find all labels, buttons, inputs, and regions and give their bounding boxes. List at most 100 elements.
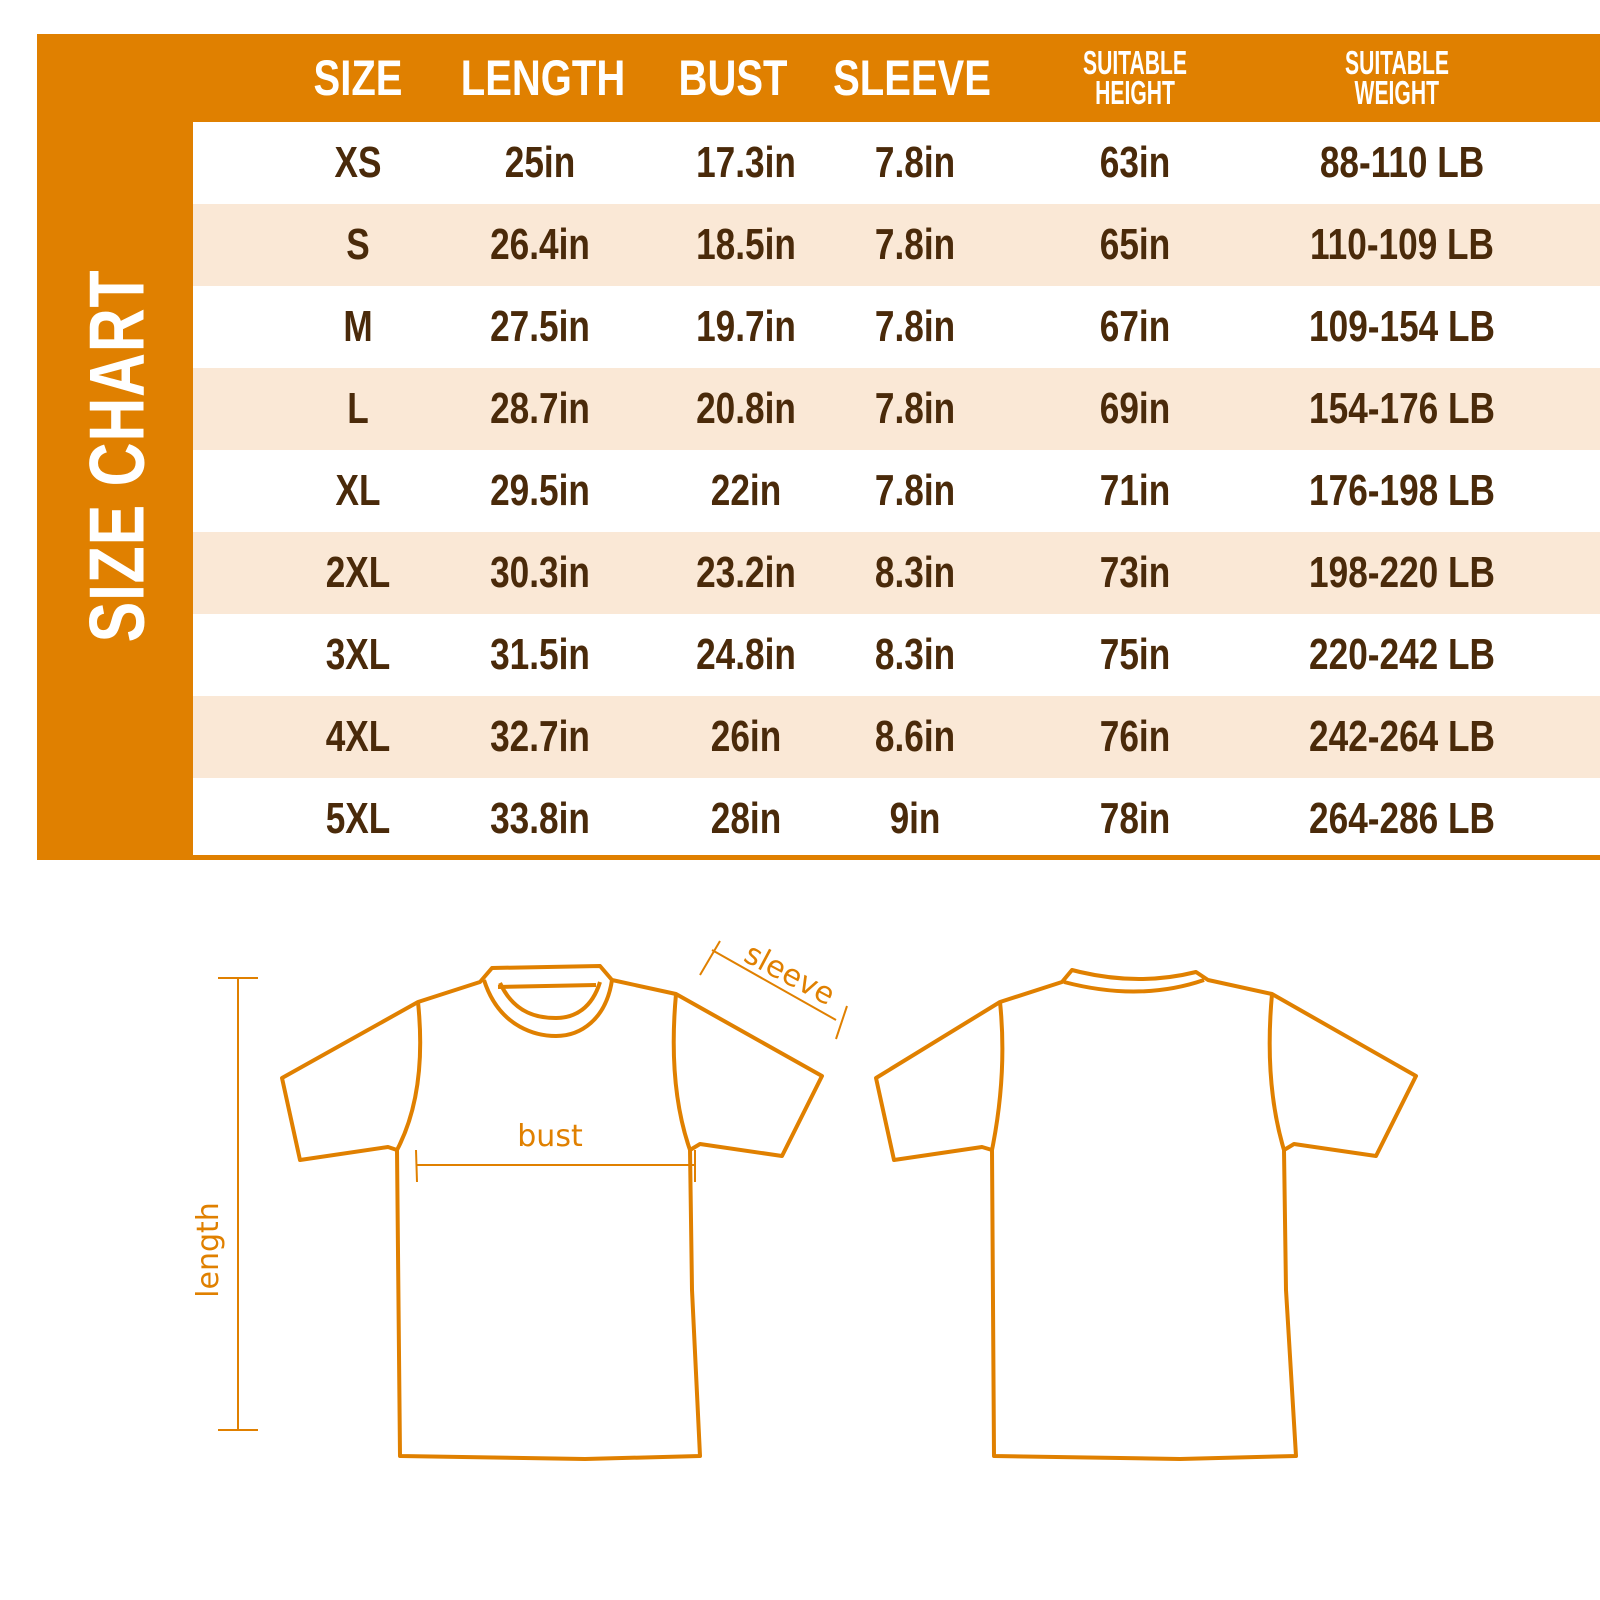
cell-text: 9in	[889, 794, 941, 843]
cell-text: 22in	[710, 466, 782, 515]
cell-text: 8.6in	[874, 712, 956, 761]
cell-text: 78in	[1099, 794, 1171, 843]
cell-sleeve: 7.8in	[865, 286, 965, 368]
cell-size: XL	[330, 450, 386, 532]
cell-size: 5XL	[318, 778, 399, 860]
cell-sleeve: 8.6in	[865, 696, 965, 778]
cell-text: 19.7in	[696, 302, 796, 351]
cell-text: 76in	[1099, 712, 1171, 761]
cell-text: 7.8in	[874, 138, 956, 187]
cell-suitable-height: 63in	[1091, 122, 1179, 204]
cell-size: L	[345, 368, 372, 450]
cell-sleeve: 7.8in	[865, 450, 965, 532]
cell-sleeve: 9in	[883, 778, 947, 860]
cell-text: L	[347, 384, 369, 433]
cell-text: 8.3in	[874, 630, 956, 679]
cell-suitable-height: 69in	[1091, 368, 1179, 450]
cell-length: 33.8in	[478, 778, 603, 860]
table-row: XL 29.5in 22in 7.8in 71in 176-198 LB	[193, 450, 1600, 532]
bust-label: bust	[517, 1119, 583, 1154]
cell-text: 75in	[1099, 630, 1171, 679]
cell-text: 30.3in	[490, 548, 590, 597]
table-row: 3XL 31.5in 24.8in 8.3in 75in 220-242 LB	[193, 614, 1600, 696]
cell-text: 28in	[710, 794, 782, 843]
header-size: SIZE	[313, 50, 403, 106]
cell-text: 69in	[1099, 384, 1171, 433]
cell-size: 4XL	[318, 696, 399, 778]
cell-text: 8.3in	[874, 548, 956, 597]
cell-size: 3XL	[318, 614, 399, 696]
cell-text: XL	[335, 466, 381, 515]
cell-bust: 18.5in	[684, 204, 809, 286]
length-measure-line	[218, 977, 258, 1431]
table-row: 2XL 30.3in 23.2in 8.3in 73in 198-220 LB	[193, 532, 1600, 614]
header-length: LENGTH	[460, 50, 626, 106]
cell-length: 25in	[496, 122, 584, 204]
bust-measure-line	[415, 1149, 696, 1183]
cell-sleeve: 7.8in	[865, 368, 965, 450]
cell-text: 71in	[1099, 466, 1171, 515]
sleeve-label: sleeve	[738, 936, 840, 1012]
table-row: M 27.5in 19.7in 7.8in 67in 109-154 LB	[193, 286, 1600, 368]
cell-text: 29.5in	[490, 466, 590, 515]
cell-suitable-height: 75in	[1091, 614, 1179, 696]
cell-size: M	[340, 286, 377, 368]
cell-text: 264-286 LB	[1309, 794, 1495, 843]
header-sleeve: SLEEVE	[833, 50, 991, 106]
cell-length: 27.5in	[478, 286, 603, 368]
cell-suitable-height: 71in	[1091, 450, 1179, 532]
cell-text: 17.3in	[696, 138, 796, 187]
cell-text: 20.8in	[696, 384, 796, 433]
header-suitable-height: SUITABLE HEIGHT	[1082, 44, 1188, 111]
cell-text: 63in	[1099, 138, 1171, 187]
cell-text: 26.4in	[490, 220, 590, 269]
cell-sleeve: 7.8in	[865, 122, 965, 204]
cell-suitable-weight: 242-264 LB	[1286, 696, 1518, 778]
cell-text: 25in	[504, 138, 576, 187]
cell-suitable-height: 76in	[1091, 696, 1179, 778]
table-bottom-border	[193, 855, 1600, 860]
cell-bust: 17.3in	[684, 122, 809, 204]
cell-text: XS	[334, 138, 382, 187]
cell-text: S	[346, 220, 370, 269]
cell-size: 2XL	[318, 532, 399, 614]
cell-text: 33.8in	[490, 794, 590, 843]
header-suitable-weight: SUITABLE WEIGHT	[1344, 44, 1450, 111]
cell-text: 2XL	[325, 548, 391, 597]
cell-text: 73in	[1099, 548, 1171, 597]
cell-size: XS	[329, 122, 388, 204]
cell-bust: 26in	[702, 696, 790, 778]
cell-bust: 23.2in	[684, 532, 809, 614]
cell-bust: 22in	[702, 450, 790, 532]
cell-length: 32.7in	[478, 696, 603, 778]
cell-suitable-weight: 110-109 LB	[1287, 204, 1517, 286]
cell-text: 154-176 LB	[1309, 384, 1495, 433]
cell-length: 30.3in	[478, 532, 603, 614]
cell-size: S	[343, 204, 372, 286]
front-tshirt-icon	[280, 964, 824, 1461]
header-bust: BUST	[678, 50, 788, 106]
table-row: 5XL 33.8in 28in 9in 78in 264-286 LB	[193, 778, 1600, 860]
cell-bust: 28in	[702, 778, 790, 860]
cell-text: 88-110 LB	[1319, 138, 1485, 187]
cell-suitable-weight: 220-242 LB	[1286, 614, 1518, 696]
cell-suitable-weight: 176-198 LB	[1286, 450, 1518, 532]
cell-suitable-weight: 109-154 LB	[1286, 286, 1518, 368]
cell-text: 23.2in	[696, 548, 796, 597]
tshirt-diagram: length bust sleeve	[191, 936, 1418, 1461]
cell-text: 3XL	[325, 630, 391, 679]
cell-text: 27.5in	[490, 302, 590, 351]
back-tshirt-icon	[874, 968, 1418, 1461]
cell-text: 7.8in	[874, 466, 956, 515]
cell-sleeve: 8.3in	[865, 614, 965, 696]
cell-text: 110-109 LB	[1310, 220, 1494, 269]
cell-suitable-weight: 154-176 LB	[1286, 368, 1518, 450]
cell-bust: 19.7in	[684, 286, 809, 368]
cell-suitable-weight: 88-110 LB	[1299, 122, 1504, 204]
cell-sleeve: 8.3in	[865, 532, 965, 614]
cell-text: 32.7in	[490, 712, 590, 761]
size-table-body: XS 25in 17.3in 7.8in 63in 88-110 LB S 26.4in 18.…	[193, 122, 1600, 860]
cell-text: 242-264 LB	[1309, 712, 1495, 761]
cell-text: 220-242 LB	[1309, 630, 1495, 679]
cell-text: M	[343, 302, 373, 351]
